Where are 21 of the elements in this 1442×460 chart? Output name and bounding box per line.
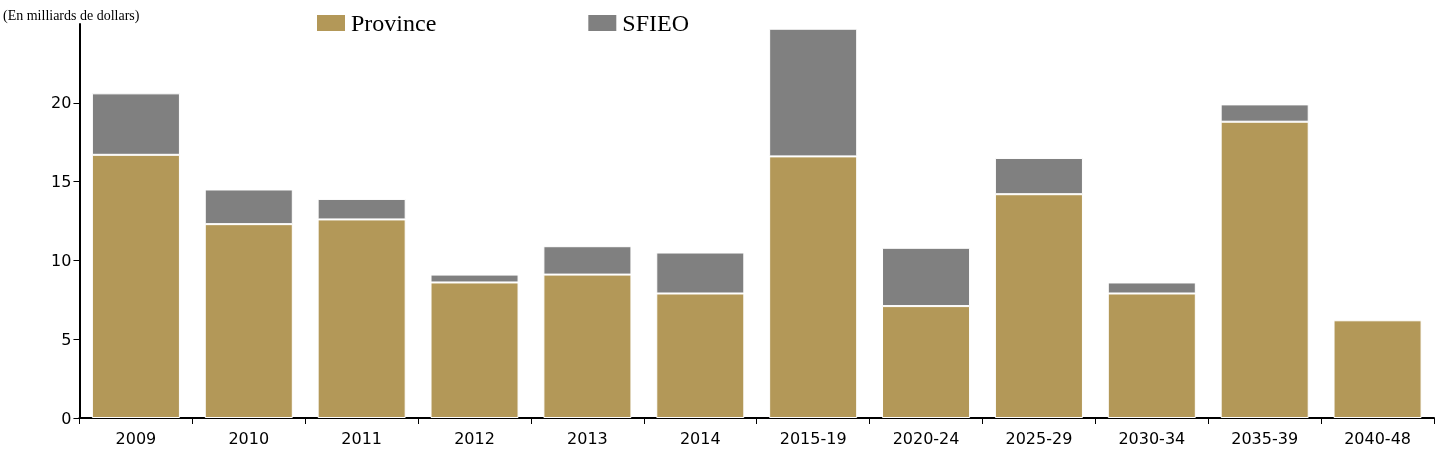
x-tick-label: 2035-39 [1231, 428, 1299, 448]
y-tick-label: 10 [51, 250, 72, 270]
y-tick-label: 15 [51, 172, 72, 192]
x-tick-label: 2014 [679, 428, 721, 448]
y-tick-label: 5 [61, 329, 72, 349]
y-tick-label: 0 [61, 408, 72, 428]
legend-label: Province [351, 10, 437, 36]
x-tick-label: 2010 [228, 428, 270, 448]
x-tick-label: 2040-48 [1344, 428, 1411, 448]
x-tick-label: 2013 [567, 428, 608, 448]
bar [1333, 320, 1422, 418]
x-tick-label: 2011 [341, 428, 383, 448]
x-tick-label: 2015-19 [779, 428, 847, 448]
y-axis-title: (En milliards de dollars) [3, 7, 140, 24]
y-tick-label: 20 [51, 93, 72, 113]
x-tick-label: 2012 [454, 428, 495, 448]
x-tick-label: 2009 [115, 428, 157, 448]
x-tick-label: 2020-24 [892, 428, 960, 448]
x-tick-label: 2030-34 [1118, 428, 1186, 448]
legend-label: SFIEO [622, 10, 689, 36]
x-tick-label: 2025-29 [1005, 428, 1073, 448]
